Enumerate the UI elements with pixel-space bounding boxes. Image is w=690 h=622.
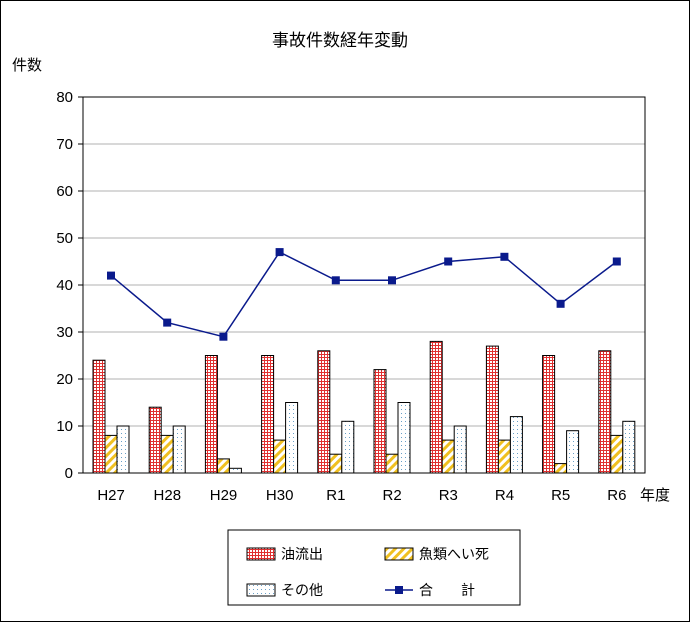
total-point-H28 — [163, 318, 172, 327]
legend-label: 合 計 — [419, 582, 475, 598]
total-point-H30 — [275, 248, 284, 257]
bar-2-R5 — [566, 430, 580, 474]
bar-1-R6 — [610, 434, 624, 474]
bar-1-R2 — [385, 453, 399, 474]
x-tick-label: R2 — [383, 487, 402, 504]
legend-label: その他 — [281, 582, 323, 598]
y-tick-label: 10 — [56, 418, 73, 435]
bar-0-H27 — [92, 359, 106, 474]
bar-0-R2 — [373, 369, 387, 474]
chart-title: 事故件数経年変動 — [272, 31, 408, 50]
x-tick-label: R3 — [439, 487, 458, 504]
y-tick-labels: 0 10 20 30 40 50 60 70 80 — [56, 89, 83, 482]
legend-box — [227, 529, 521, 606]
y-tick-label: 40 — [56, 277, 73, 294]
x-tick-label: R1 — [326, 487, 345, 504]
bar-0-R5 — [542, 355, 556, 474]
bar-2-R6 — [622, 420, 636, 474]
bar-2-R1 — [341, 420, 355, 474]
total-point-R2 — [388, 276, 396, 285]
bar-2-R3 — [453, 425, 467, 474]
legend-swatch — [246, 547, 276, 561]
x-tick-label: R5 — [551, 487, 570, 504]
y-tick-label: 80 — [56, 89, 73, 106]
bar-1-H27 — [104, 434, 118, 474]
x-axis-label: 年度 — [640, 487, 670, 504]
total-point-H27 — [107, 271, 115, 280]
total-line — [107, 248, 621, 341]
legend-swatch — [246, 583, 276, 597]
total-series-line — [110, 251, 618, 338]
total-point-H29 — [219, 332, 228, 341]
total-point-R1 — [331, 276, 340, 285]
bar-2-H28 — [172, 425, 186, 474]
bar-0-R4 — [485, 345, 499, 474]
bar-1-R1 — [329, 453, 343, 474]
y-tick-label: 20 — [56, 371, 73, 388]
total-point-R3 — [444, 257, 453, 266]
x-tick-label: H28 — [154, 487, 182, 504]
bar-0-H30 — [261, 355, 275, 474]
total-point-R5 — [556, 299, 565, 308]
bar-2-H29 — [228, 467, 242, 474]
x-tick-labels: H27 H28 H29 H30 R1 R2 R3 R4 R5 R6 — [97, 487, 626, 504]
y-tick-label: 70 — [56, 136, 73, 153]
y-tick-label: 50 — [56, 230, 73, 247]
legend-swatch — [384, 547, 414, 561]
y-tick-label: 0 — [65, 465, 73, 482]
bar-1-H29 — [216, 458, 230, 474]
total-point-R6 — [612, 257, 621, 266]
y-axis-label: 件数 — [12, 57, 42, 74]
y-tick-label: 60 — [56, 183, 73, 200]
bar-2-H30 — [285, 402, 299, 474]
legend-label: 油流出 — [281, 546, 323, 562]
bars — [92, 340, 636, 474]
bar-2-R2 — [397, 402, 411, 474]
plot-area — [82, 96, 646, 474]
y-tick-label: 30 — [56, 324, 73, 341]
x-tick-label: H30 — [266, 487, 294, 504]
bar-2-R4 — [509, 416, 523, 474]
bar-0-R1 — [317, 350, 331, 474]
x-tick-label: R4 — [495, 487, 514, 504]
bar-2-H27 — [116, 425, 130, 474]
bar-0-H28 — [148, 406, 162, 474]
legend-marker — [395, 586, 403, 594]
x-tick-label: R6 — [607, 487, 626, 504]
x-tick-label: H27 — [97, 487, 125, 504]
bar-0-R6 — [598, 350, 612, 474]
bar-1-H28 — [160, 434, 174, 474]
bar-1-R3 — [441, 439, 455, 474]
x-tick-label: H29 — [210, 487, 238, 504]
bar-1-R4 — [497, 439, 511, 474]
bar-1-H30 — [273, 439, 287, 474]
legend-label: 魚類へい死 — [419, 546, 489, 562]
total-point-R4 — [500, 252, 509, 261]
bar-0-H29 — [204, 355, 218, 474]
bar-1-R5 — [554, 463, 568, 474]
bar-0-R3 — [429, 340, 443, 474]
gridlines — [83, 143, 645, 427]
